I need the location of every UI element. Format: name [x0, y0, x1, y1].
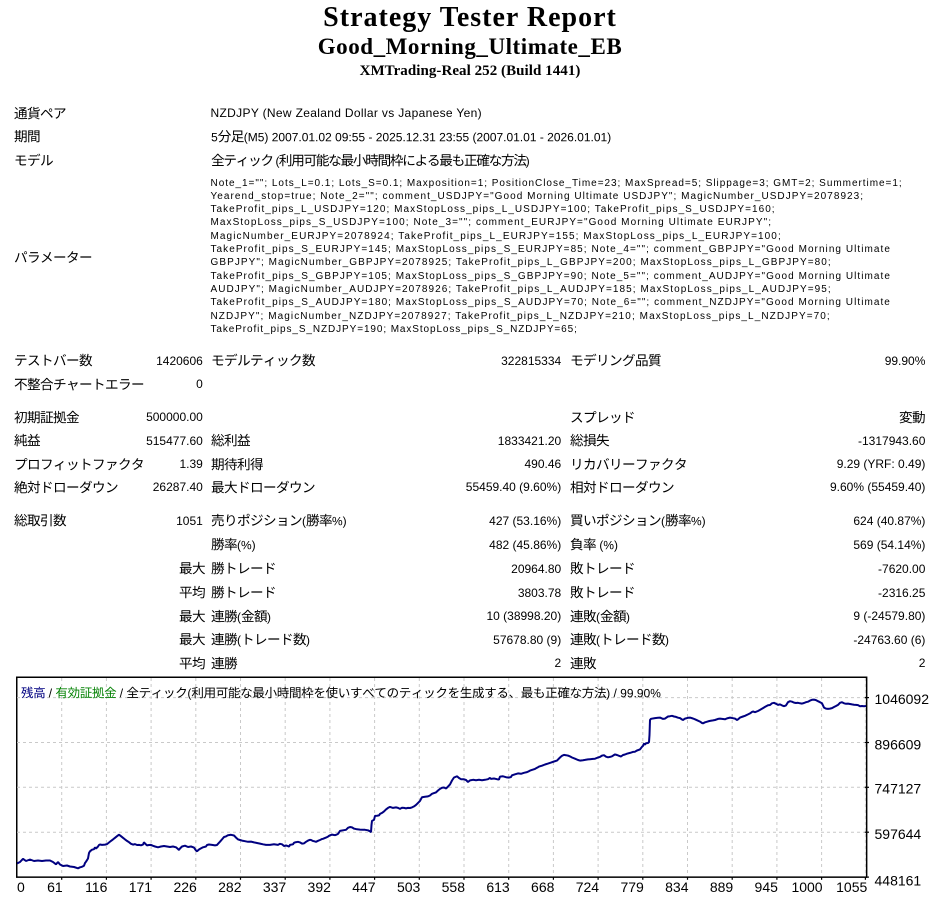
- svg-text:0: 0: [17, 879, 25, 895]
- svg-text:448161: 448161: [875, 872, 922, 888]
- svg-text:834: 834: [665, 879, 689, 895]
- svg-text:503: 503: [397, 879, 421, 895]
- svg-text:392: 392: [308, 879, 332, 895]
- svg-text:61: 61: [47, 879, 63, 895]
- svg-text:747127: 747127: [875, 780, 922, 796]
- svg-text:337: 337: [263, 879, 287, 895]
- svg-text:724: 724: [576, 879, 600, 895]
- svg-text:558: 558: [442, 879, 466, 895]
- svg-text:226: 226: [173, 879, 197, 895]
- svg-text:889: 889: [710, 879, 734, 895]
- svg-text:613: 613: [486, 879, 510, 895]
- svg-text:668: 668: [531, 879, 555, 895]
- svg-text:447: 447: [352, 879, 376, 895]
- svg-text:1046092: 1046092: [875, 691, 930, 707]
- svg-text:597644: 597644: [875, 826, 922, 842]
- svg-text:1055: 1055: [836, 879, 867, 895]
- svg-text:171: 171: [129, 879, 153, 895]
- svg-text:945: 945: [755, 879, 779, 895]
- svg-text:779: 779: [620, 879, 644, 895]
- svg-text:1000: 1000: [791, 879, 822, 895]
- svg-text:116: 116: [85, 879, 108, 895]
- svg-text:896609: 896609: [875, 736, 922, 752]
- svg-text:282: 282: [218, 879, 242, 895]
